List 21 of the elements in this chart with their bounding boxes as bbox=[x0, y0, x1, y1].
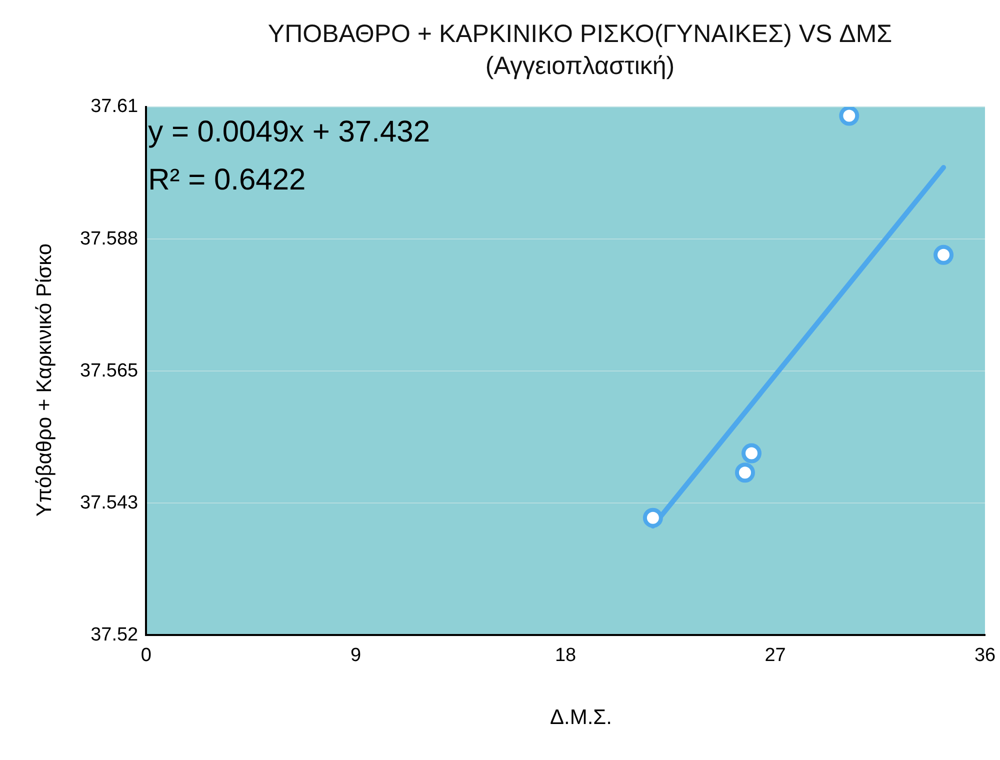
point bbox=[839, 107, 860, 126]
y-tick-label: 37.565 bbox=[80, 360, 138, 382]
y-tick-label: 37.52 bbox=[90, 624, 138, 646]
point bbox=[734, 462, 755, 483]
y-tick-label: 37.588 bbox=[80, 228, 138, 250]
point bbox=[742, 443, 762, 464]
x-axis-title: Δ.Μ.Σ. bbox=[548, 706, 613, 730]
x-tick-label: 36 bbox=[974, 644, 996, 666]
annotation: y = 0.0049x + 37.432 bbox=[148, 115, 430, 148]
x-tick-label: 0 bbox=[140, 644, 152, 666]
chart-title: ΥΠΟΒΑΘΡΟ + ΚΑΡΚΙΝΙΚΟ ΡΙΣΚΟ(ΓΥΝΑΙΚΕΣ) VS ΔΜΣ bbox=[266, 19, 894, 50]
x-tick-label: 27 bbox=[764, 644, 786, 666]
chart-subtitle: (Αγγειοπλαστική) bbox=[484, 51, 676, 82]
y-tick-label: 37.61 bbox=[90, 96, 138, 118]
y-axis-title: Υπόβαθρο + Καρκινικό Ρίσκο bbox=[33, 243, 57, 517]
point bbox=[642, 508, 663, 528]
point bbox=[934, 244, 954, 265]
annotation: R² = 0.6422 bbox=[148, 163, 306, 196]
y-tick-label: 37.543 bbox=[80, 492, 138, 514]
x-tick-label: 9 bbox=[350, 644, 362, 666]
x-tick-label: 18 bbox=[554, 644, 576, 666]
